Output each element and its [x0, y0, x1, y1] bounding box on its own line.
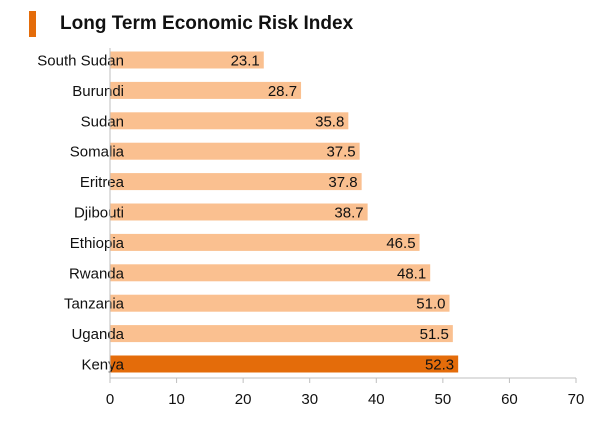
- bar-djibouti: [110, 203, 368, 221]
- bar-somalia: [110, 142, 360, 160]
- chart-title: Long Term Economic Risk Index: [60, 13, 354, 34]
- x-axis: 0 10 20 30 40 50 60 70: [106, 48, 585, 408]
- bar-ethiopia: [110, 233, 420, 251]
- bar-sudan: [110, 112, 349, 130]
- category-label: Sudan: [81, 113, 124, 130]
- bar-burundi: [110, 81, 302, 99]
- x-tick-label: 60: [501, 391, 518, 408]
- category-label: Tanzania: [64, 296, 125, 313]
- bar-uganda: [110, 325, 453, 343]
- data-label: 38.7: [334, 205, 363, 222]
- bar-eritrea: [110, 173, 362, 191]
- bar-rwanda: [110, 264, 431, 282]
- x-tick-label: 30: [301, 391, 318, 408]
- category-label: Kenya: [81, 357, 124, 374]
- x-tick-label: 10: [168, 391, 185, 408]
- data-label: 48.1: [397, 265, 426, 282]
- bar-south-sudan: [110, 51, 264, 69]
- bar-tanzania: [110, 294, 450, 312]
- category-label: Eritrea: [80, 174, 125, 191]
- data-label: 52.3: [425, 357, 454, 374]
- title-accent-bar: [29, 11, 36, 37]
- data-label: 46.5: [386, 235, 415, 252]
- x-tick-label: 70: [568, 391, 585, 408]
- category-label: Ethiopia: [70, 235, 125, 252]
- x-tick-label: 20: [235, 391, 252, 408]
- category-label: Somalia: [70, 144, 125, 161]
- category-label: Burundi: [72, 83, 124, 100]
- data-label: 35.8: [315, 113, 344, 130]
- data-label: 37.5: [326, 144, 355, 161]
- category-labels-layer: South Sudan Burundi Sudan Somalia Eritrea Dji…: [37, 53, 124, 374]
- bar-kenya: [110, 355, 459, 373]
- data-label: 28.7: [268, 83, 297, 100]
- category-label: Uganda: [71, 326, 124, 343]
- x-tick-label: 0: [106, 391, 114, 408]
- data-labels-layer: 23.1 28.7 35.8 37.5 37.8 38.7 46.5 48.1 51.0 51.5…: [231, 53, 455, 374]
- bars-layer: [110, 51, 459, 373]
- x-tick-label: 40: [368, 391, 385, 408]
- category-label: Djibouti: [74, 205, 124, 222]
- data-label: 23.1: [231, 53, 260, 70]
- x-tick-label: 50: [435, 391, 452, 408]
- data-label: 37.8: [328, 174, 357, 191]
- data-label: 51.5: [420, 326, 449, 343]
- data-label: 51.0: [416, 296, 445, 313]
- category-label: South Sudan: [37, 53, 124, 70]
- category-label: Rwanda: [69, 265, 125, 282]
